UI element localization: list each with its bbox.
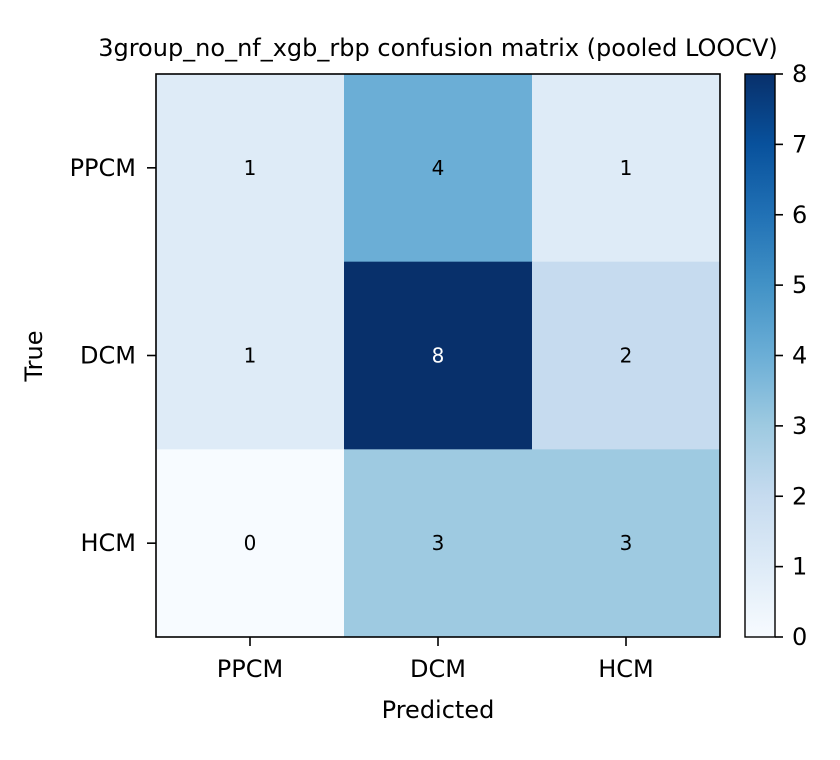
heatmap-cell xyxy=(344,261,533,450)
chart-title: 3group_no_nf_xgb_rbp confusion matrix (p… xyxy=(98,34,778,62)
colorbar-tick-label: 4 xyxy=(792,342,807,370)
cell-value-label: 4 xyxy=(432,156,445,180)
heatmap-cell xyxy=(532,261,721,450)
y-axis-label: True xyxy=(20,331,48,383)
heatmap-cell xyxy=(156,449,345,638)
y-tick-label: PPCM xyxy=(70,154,136,182)
cell-value-label: 1 xyxy=(244,156,257,180)
colorbar-tick-label: 2 xyxy=(792,482,807,510)
cell-value-label: 2 xyxy=(620,344,633,368)
cell-value-label: 1 xyxy=(620,156,633,180)
heatmap-cell xyxy=(156,74,345,263)
colorbar-tick-label: 3 xyxy=(792,412,807,440)
colorbar-tick-label: 5 xyxy=(792,271,807,299)
x-tick-label: PPCM xyxy=(217,655,283,683)
y-tick-label: DCM xyxy=(80,342,136,370)
colorbar-tick-label: 6 xyxy=(792,201,807,229)
x-axis-ticks: PPCM DCM HCM xyxy=(217,637,654,683)
colorbar-tick-label: 8 xyxy=(792,60,807,88)
x-tick-label: HCM xyxy=(598,655,654,683)
heatmap-cell xyxy=(344,449,533,638)
heatmap-cell xyxy=(344,74,533,263)
heatmap-cell xyxy=(156,261,345,450)
colorbar-tick-label: 1 xyxy=(792,553,807,581)
colorbar-tick-label: 0 xyxy=(792,623,807,651)
cell-value-label: 0 xyxy=(244,531,257,555)
x-axis-label: Predicted xyxy=(382,696,495,724)
heatmap-cell xyxy=(532,449,721,638)
y-axis-ticks: PPCM DCM HCM xyxy=(70,154,156,557)
cell-value-label: 1 xyxy=(244,344,257,368)
cell-value-label: 3 xyxy=(620,531,633,555)
heatmap-cell-labels: 1 4 1 1 8 2 0 3 3 xyxy=(244,156,633,555)
cell-value-label: 8 xyxy=(432,344,445,368)
colorbar-tick-label: 7 xyxy=(792,130,807,158)
x-tick-label: DCM xyxy=(410,655,466,683)
colorbar xyxy=(744,73,776,638)
y-tick-label: HCM xyxy=(80,529,136,557)
colorbar-ticks: 0 1 2 3 4 5 6 7 8 xyxy=(775,60,807,651)
heatmap-cells xyxy=(156,74,721,638)
heatmap-cell xyxy=(532,74,721,263)
cell-value-label: 3 xyxy=(432,531,445,555)
